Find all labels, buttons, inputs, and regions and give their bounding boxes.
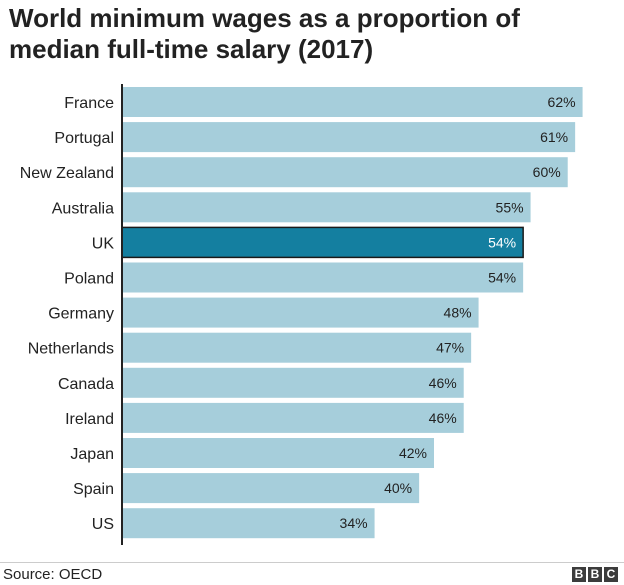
category-label: Poland [64, 271, 114, 288]
category-label: Ireland [65, 411, 114, 428]
bar-france [122, 87, 583, 117]
value-label: 46% [429, 410, 457, 426]
value-label: 55% [496, 199, 524, 215]
category-label: New Zealand [20, 165, 114, 182]
category-label: UK [92, 235, 115, 252]
bar-canada [122, 367, 464, 398]
bbc-logo: B B C [572, 567, 618, 582]
bar-ireland [122, 402, 464, 433]
category-label: France [64, 95, 114, 112]
bar-chart: France 62% Portugal 61% New Zealand 60% Austra… [20, 84, 583, 545]
value-label: 40% [384, 480, 412, 496]
category-label: Japan [70, 446, 114, 463]
value-label: 54% [488, 234, 516, 250]
value-label: 47% [436, 340, 464, 356]
value-label: 42% [399, 445, 427, 461]
source-note: Source: OECD [3, 566, 103, 583]
value-label: 46% [429, 375, 457, 391]
bar-japan [122, 438, 434, 468]
bars-layer: France 62% Portugal 61% New Zealand 60% Austra… [20, 87, 583, 539]
bar-germany [122, 297, 479, 328]
bar-poland [122, 262, 524, 293]
footer-divider [0, 562, 624, 563]
value-label: 60% [533, 164, 561, 180]
chart-title: World minimum wages as a proportion of m… [9, 3, 520, 64]
bar-uk [121, 226, 524, 259]
category-label: Australia [52, 200, 114, 217]
bar-new-zealand [122, 157, 568, 188]
category-label: US [92, 516, 114, 533]
value-label: 61% [540, 129, 568, 145]
bar-spain [122, 473, 420, 504]
bbc-logo-letter: B [588, 567, 602, 582]
category-label: Spain [73, 481, 114, 498]
bar-us [122, 508, 375, 539]
category-label: Portugal [54, 130, 114, 147]
category-label: Germany [48, 306, 114, 323]
bar-netherlands [122, 332, 472, 363]
value-label: 62% [548, 94, 576, 110]
bbc-logo-letter: C [604, 567, 618, 582]
bar-portugal [122, 122, 576, 153]
value-label: 48% [444, 305, 472, 321]
value-label: 54% [488, 270, 516, 286]
category-label: Netherlands [28, 341, 114, 358]
bar-australia [122, 192, 531, 223]
category-label: Canada [58, 376, 114, 393]
value-label: 34% [340, 515, 368, 531]
bbc-logo-letter: B [572, 567, 586, 582]
